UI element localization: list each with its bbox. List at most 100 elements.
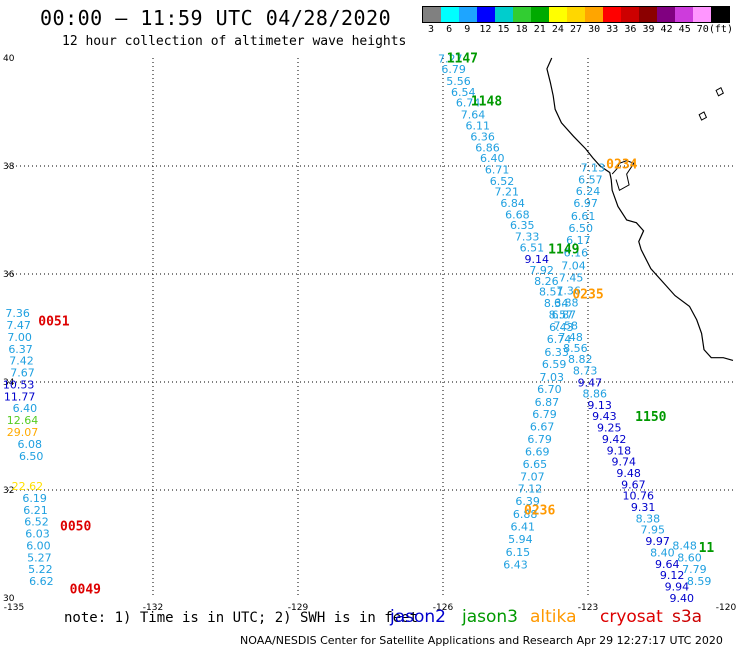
pass-time-label: 0235	[572, 287, 603, 302]
swh-value: 6.36	[470, 131, 495, 144]
swh-value: 6.52	[490, 175, 515, 188]
swh-value: 7.21	[495, 186, 520, 199]
scale-swatch	[621, 7, 639, 22]
swh-value: 7.95	[641, 524, 666, 537]
color-scale-labels: 3 6 9 12 15 18 21 24 27 30 33 36 39 42 45 70 (ft)	[422, 23, 733, 37]
swh-value: 29.07	[7, 426, 39, 439]
map-grid	[8, 58, 733, 598]
swh-value: 6.35	[510, 219, 535, 232]
axis-tick-labels: -135 -132 -129 -126 -123 -120 40 38 36 34 32 30	[3, 54, 736, 613]
swh-value: 8.48	[672, 539, 697, 552]
scale-label: 21	[533, 24, 546, 35]
scale-swatch	[693, 7, 711, 22]
swh-value: 7.47	[6, 319, 31, 332]
scale-label: 42	[660, 24, 673, 35]
swh-value: 6.65	[523, 458, 548, 471]
swh-value: 6.79	[532, 408, 557, 421]
scale-label: 15	[497, 24, 510, 35]
swh-value: 6.61	[571, 210, 596, 223]
swh-value: 6.50	[569, 222, 594, 235]
footer-note: note: 1) Time is in UTC; 2) SWH is in fe…	[64, 610, 419, 626]
swh-value: 7.36	[5, 307, 30, 320]
swh-value: 6.79	[441, 63, 466, 76]
pass-time-label: 1147	[447, 51, 478, 66]
swh-value: 5.22	[28, 563, 53, 576]
swh-value: 7.03	[540, 371, 565, 384]
swh-value: 7.27	[438, 52, 463, 65]
swh-value: 6.40	[13, 402, 38, 415]
swh-value: 6.67	[530, 421, 555, 434]
wave-height-tracks: 7.367.477.006.377.427.6710.5311.776.4012…	[3, 52, 712, 604]
swh-value: 9.67	[621, 478, 646, 491]
swh-value: 9.40	[670, 592, 695, 605]
swh-value: 9.48	[616, 467, 641, 480]
scale-label: 18	[515, 24, 528, 35]
swh-value: 9.64	[655, 558, 680, 571]
swh-value: 6.51	[520, 241, 545, 254]
swh-value: 10.76	[623, 490, 655, 503]
swh-value: 6.39	[515, 495, 540, 508]
swh-value: 7.36	[556, 285, 581, 298]
swh-value: 6.15	[506, 546, 531, 559]
swh-value: 7.67	[10, 367, 35, 380]
swh-value: 8.59	[687, 575, 712, 588]
scale-swatch	[675, 7, 693, 22]
map-subtitle: 12 hour collection of altimeter wave hei…	[62, 34, 407, 49]
swh-value: 6.41	[511, 521, 536, 534]
legend-jason2: jason2	[390, 607, 446, 627]
lake-outline	[715, 86, 724, 97]
swh-value: 7.48	[558, 331, 583, 344]
swh-value: 8.73	[573, 364, 598, 377]
scale-swatch	[477, 7, 495, 22]
swh-value: 8.38	[636, 512, 661, 525]
swh-value: 6.59	[542, 358, 567, 371]
swh-value: 6.33	[544, 346, 569, 359]
swh-value: 5.94	[508, 533, 533, 546]
legend-jason3: jason3	[462, 607, 518, 627]
swh-value: 6.68	[505, 208, 530, 221]
scale-swatch	[585, 7, 603, 22]
lat-tick-label: 40	[3, 54, 15, 64]
swh-value: 9.25	[597, 422, 622, 435]
swh-value: 8.86	[583, 388, 608, 401]
swh-value: 7.92	[529, 264, 554, 277]
swh-value: 6.87	[552, 308, 577, 321]
swh-value: 7.13	[581, 161, 606, 174]
scale-swatch	[459, 7, 477, 22]
pass-time-labels: 1147 1148 0234 1149 0235 0051 1150 0236 0050 0049…	[38, 51, 714, 597]
scale-label: 9	[464, 24, 471, 35]
sf-bay-outline	[611, 160, 635, 192]
swh-value: 12.64	[7, 414, 39, 427]
lake-outline	[698, 111, 708, 121]
lon-tick-label: -132	[143, 603, 163, 613]
lon-tick-label: -126	[433, 603, 454, 613]
swh-value: 6.40	[480, 152, 505, 165]
swh-value: 6.88	[554, 296, 579, 309]
swh-value: 5.56	[446, 75, 471, 88]
scale-label: 6	[446, 24, 453, 35]
swh-value: 9.97	[645, 535, 670, 548]
scale-swatch	[567, 7, 585, 22]
swh-value: 6.74	[456, 97, 481, 110]
swh-value: 6.86	[475, 141, 500, 154]
swh-value: 9.94	[665, 580, 690, 593]
legend-cryosat: cryosat	[600, 607, 663, 627]
scale-swatch	[531, 7, 549, 22]
swh-value: 6.97	[573, 197, 598, 210]
swh-value: 9.13	[587, 399, 612, 412]
swh-value: 6.62	[29, 575, 54, 588]
lat-tick-label: 34	[3, 378, 15, 388]
swh-value: 7.42	[9, 355, 34, 368]
swh-value: 6.79	[527, 433, 552, 446]
lat-tick-label: 30	[3, 594, 15, 604]
pass-time-label: 0049	[70, 583, 101, 598]
swh-value: 7.64	[461, 108, 486, 121]
map-title: 00:00 – 11:59 UTC 04/28/2020	[40, 6, 392, 30]
swh-value: 6.24	[576, 185, 601, 198]
swh-value: 9.47	[578, 376, 603, 389]
swh-value: 8.60	[677, 551, 702, 564]
pass-time-label: 11	[699, 541, 715, 556]
swh-value: 7.07	[520, 470, 545, 483]
swh-value: 8.56	[563, 342, 588, 355]
pass-time-label: 1150	[635, 410, 666, 425]
